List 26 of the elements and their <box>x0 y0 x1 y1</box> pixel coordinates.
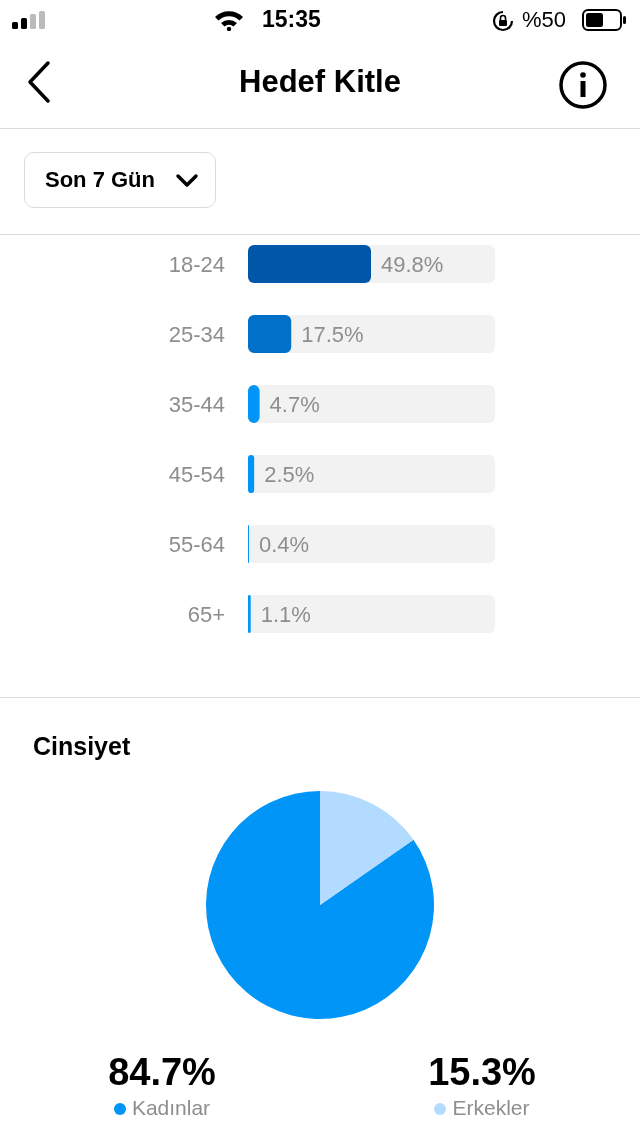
data-label: 4.7% <box>269 391 320 417</box>
legend-label: Erkekler <box>452 1096 530 1119</box>
text: %50 <box>522 7 567 33</box>
chart-title: Cinsiyet <box>33 732 131 761</box>
chart-subtitle: Son 7 Gün <box>45 167 155 193</box>
y-tick-label: 65+ <box>187 601 225 627</box>
legend-label: Kadınlar <box>131 1096 211 1119</box>
y-tick-label: 35-44 <box>168 391 225 417</box>
pie-slice <box>320 791 414 905</box>
data-label: 0.4% <box>258 531 310 557</box>
data-label: 2.5% <box>264 461 315 487</box>
y-tick-label: 18-24 <box>168 251 225 277</box>
y-tick-label: 25-34 <box>168 321 225 347</box>
data-label: 84.7% <box>107 1050 217 1094</box>
chart-title: Hedef Kitle <box>238 64 402 100</box>
pie-slice <box>206 791 434 1019</box>
data-label: 15.3% <box>427 1050 537 1094</box>
text: 15:35 <box>262 6 321 33</box>
bar <box>248 315 292 353</box>
y-tick-label: 55-64 <box>168 531 225 557</box>
data-label: 1.1% <box>260 601 311 627</box>
data-label: 49.8% <box>381 251 444 277</box>
data-label: 17.5% <box>301 321 364 347</box>
bar <box>248 595 251 633</box>
bar <box>248 455 255 493</box>
y-tick-label: 45-54 <box>168 461 225 487</box>
